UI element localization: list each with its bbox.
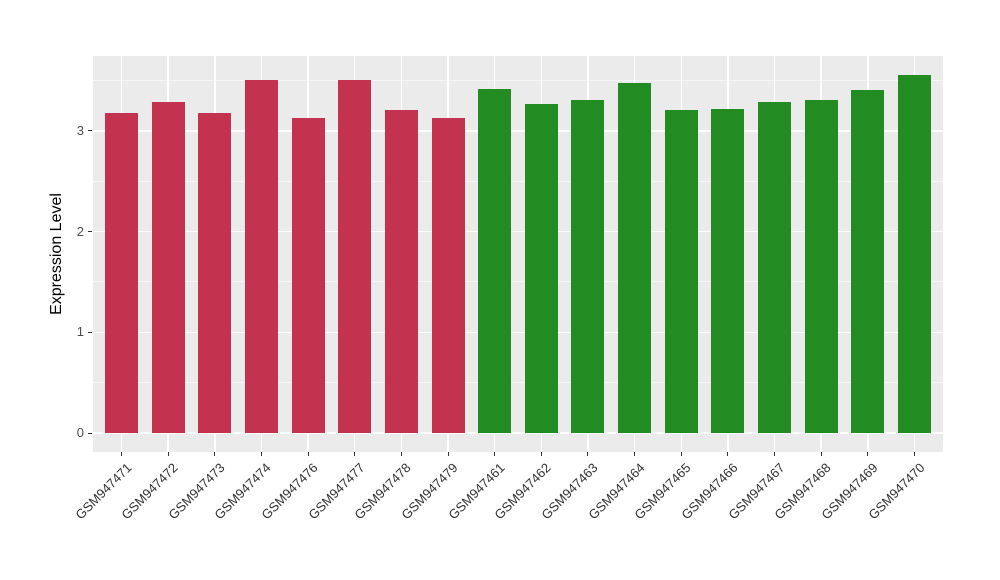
bar-GSM947466 [711, 108, 745, 433]
x-tick-mark [914, 452, 915, 456]
x-tick-mark [354, 452, 356, 456]
gridline-major [93, 432, 943, 434]
y-tick-label: 2 [76, 223, 84, 239]
bar-GSM947477 [338, 79, 372, 433]
gridline-minor [93, 80, 943, 82]
y-tick-label: 0 [76, 425, 84, 440]
bar-GSM947462 [524, 103, 558, 433]
x-tick-mark [307, 452, 309, 456]
x-tick-mark [820, 452, 822, 456]
y-tick-label: 3 [76, 122, 84, 138]
x-tick-mark [214, 452, 216, 456]
gridline-major [93, 230, 943, 233]
bar-GSM947470 [898, 74, 931, 433]
gridline-minor [93, 180, 943, 182]
x-tick-mark [727, 452, 729, 456]
x-tick-mark [867, 452, 869, 456]
x-tick-mark [121, 452, 122, 456]
gridline-major [93, 130, 943, 132]
bar-GSM947479 [431, 117, 465, 433]
x-tick-mark [447, 452, 449, 456]
bar-GSM947478 [384, 109, 418, 433]
bar-GSM947469 [851, 89, 885, 433]
y-tick-mark [88, 231, 92, 233]
bar-GSM947465 [664, 109, 698, 433]
bar-GSM947467 [758, 101, 792, 433]
y-tick-mark [88, 432, 92, 434]
x-tick-mark [540, 452, 542, 456]
x-tick-mark [587, 452, 589, 456]
bar-GSM947464 [618, 82, 652, 433]
bar-GSM947474 [244, 79, 278, 433]
bar-GSM947476 [291, 117, 325, 433]
bar-GSM947461 [478, 88, 512, 433]
chart-panel [93, 56, 943, 452]
y-tick-label: 1 [76, 324, 84, 340]
gridline-minor [93, 382, 943, 384]
bar-GSM947463 [571, 99, 605, 433]
gridline-minor [93, 281, 943, 283]
y-tick-mark [88, 130, 92, 132]
y-axis-title: Expression Level [48, 193, 65, 315]
x-tick-mark [680, 452, 682, 456]
bar-GSM947472 [151, 101, 185, 433]
bar-GSM947471 [105, 112, 138, 433]
x-tick-mark [167, 452, 169, 456]
x-tick-mark [494, 452, 496, 456]
x-tick-mark [774, 452, 776, 456]
y-tick-mark [88, 331, 92, 333]
x-tick-mark [634, 452, 636, 456]
x-tick-mark [400, 452, 402, 456]
bar-GSM947468 [804, 99, 838, 433]
gridline-major [93, 331, 943, 334]
bar-GSM947473 [198, 112, 232, 433]
x-tick-mark [260, 452, 262, 456]
